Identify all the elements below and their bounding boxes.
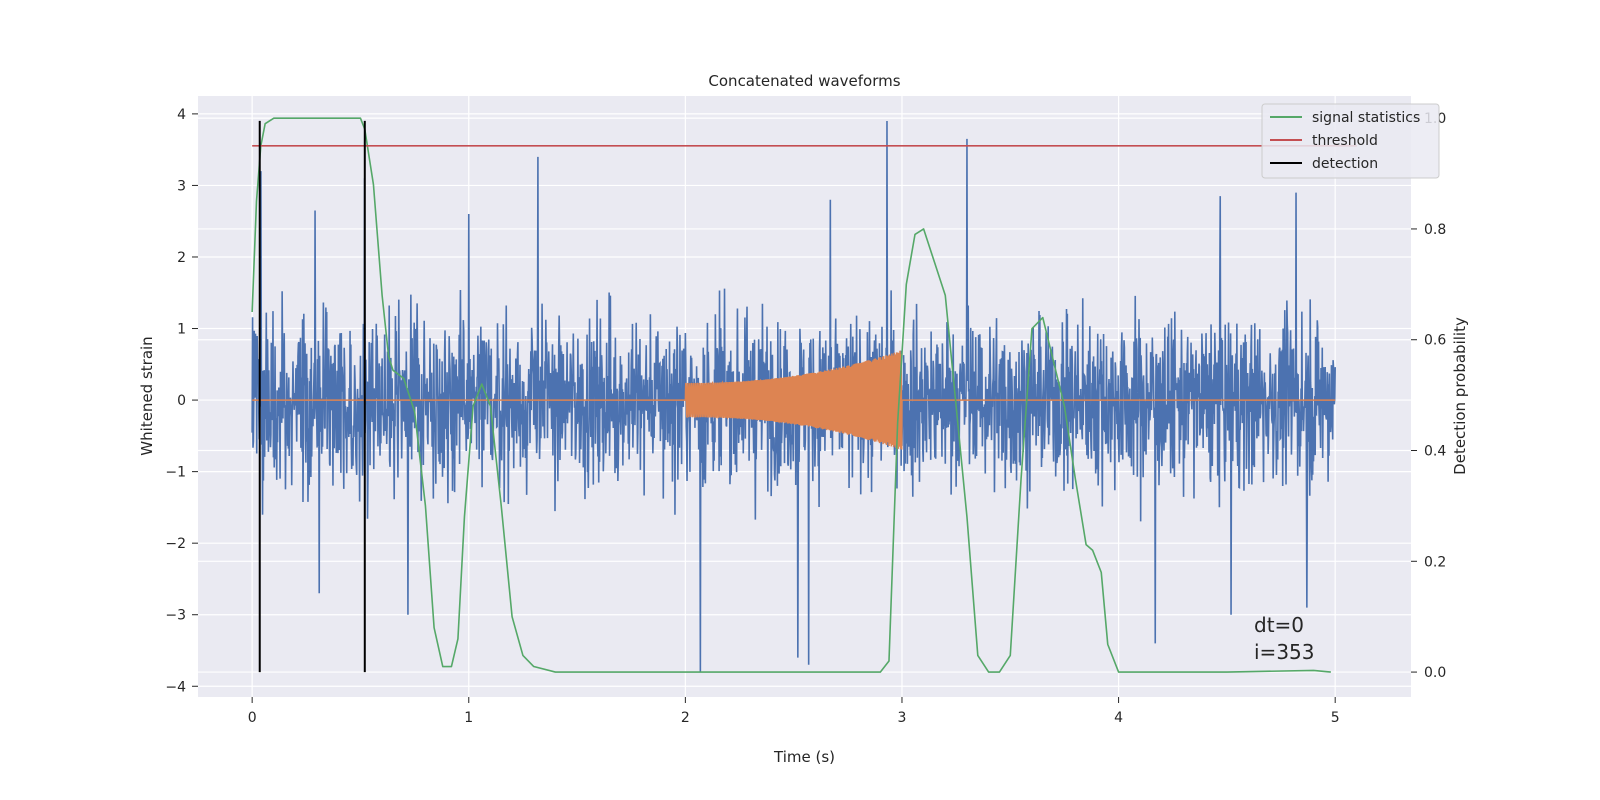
x-tick-label: 0: [248, 710, 257, 726]
y-axis-label: Whitened strain: [138, 336, 156, 455]
y-tick-label: −1: [165, 465, 186, 481]
y-tick-label: 0: [177, 393, 186, 409]
y-tick-label: −2: [165, 536, 186, 552]
y-tick-label: −4: [165, 679, 186, 695]
annotation-dt: dt=0: [1254, 613, 1304, 637]
y-tick-label: 2: [177, 250, 186, 266]
legend-box: [1261, 103, 1440, 179]
x-tick-label: 2: [681, 710, 690, 726]
x-tick-label: 3: [898, 710, 907, 726]
x-tick-label: 5: [1331, 710, 1340, 726]
y-tick-label: 4: [177, 107, 186, 123]
y-tick-label: 3: [177, 178, 186, 194]
x-tick-label: 1: [464, 710, 473, 726]
legend-label: signal statistics: [1312, 110, 1420, 126]
y2-tick-label: 0.2: [1424, 554, 1446, 570]
annotation-i: i=353: [1254, 640, 1315, 664]
y2-tick-label: 0.6: [1424, 333, 1446, 349]
y2-tick-label: 0.0: [1424, 665, 1446, 681]
y2-axis-label: Detection probability: [1451, 317, 1469, 475]
y-tick-label: 1: [177, 322, 186, 338]
legend-label: detection: [1312, 156, 1378, 172]
chart-title: Concatenated waveforms: [708, 72, 900, 90]
y2-tick-label: 0.4: [1424, 444, 1446, 460]
series-signal-statistics: [251, 117, 1331, 673]
legend-label: threshold: [1312, 133, 1378, 149]
legend: signal statistics threshold detection: [1261, 103, 1440, 179]
x-axis-label: Time (s): [773, 748, 835, 766]
x-tick-label: 4: [1114, 710, 1123, 726]
series-waveform: [252, 350, 1336, 450]
y-tick-label: −3: [165, 608, 186, 624]
y2-tick-label: 0.8: [1424, 222, 1446, 238]
series-layer: [251, 117, 1357, 673]
